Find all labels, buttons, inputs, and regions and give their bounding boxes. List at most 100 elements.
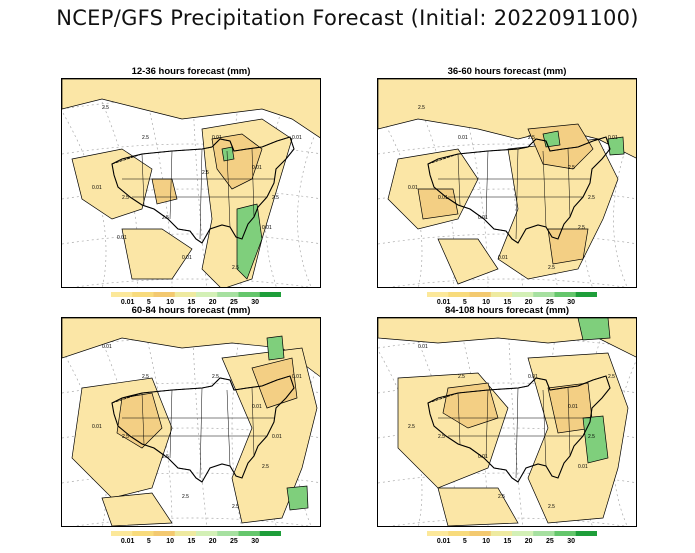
legend-swatch <box>533 531 555 536</box>
legend-label: 10 <box>482 299 491 306</box>
legend-label: 0.01 <box>436 538 451 545</box>
legend-label: 30 <box>251 538 260 545</box>
precipitation-legend: 0.01 5 10 15 20 25 30 <box>427 292 597 314</box>
contour-label: 0.01 <box>408 185 418 191</box>
page-title: NCEP/GFS Precipitation Forecast (Initial… <box>56 6 639 30</box>
legend-label: 15 <box>187 538 196 545</box>
legend-swatch <box>448 531 470 536</box>
meridian-line <box>297 121 320 287</box>
contour-label: 2.5 <box>262 464 269 470</box>
contour-label: 2.5 <box>578 225 585 231</box>
parallel-line <box>378 382 636 394</box>
precip-area-medium <box>547 228 589 265</box>
precip-area-medium <box>251 357 298 409</box>
legend-label: 20 <box>524 299 533 306</box>
precip-area-light <box>101 492 173 526</box>
forecast-panel-60-84: 60-84 hours forecast (mm) 0.01 0.01 2.5 0.0… <box>61 305 321 545</box>
legend-swatch <box>174 531 197 536</box>
forecast-panel-36-60: 36-60 hours forecast (mm) 2.5 0.01 0.01 2.5… <box>377 66 637 306</box>
legend-swatch <box>512 531 534 536</box>
panel-title: 60-84 hours forecast (mm) <box>131 305 251 316</box>
legend-bar <box>427 292 597 297</box>
contour-label: 2.5 <box>102 105 109 111</box>
legend-swatch <box>575 292 597 297</box>
meridian-line <box>613 121 636 287</box>
legend-swatch <box>196 531 218 536</box>
legend-swatch <box>512 292 534 297</box>
precip-area-heavy <box>577 318 611 341</box>
contour-label: 2.5 <box>162 454 169 460</box>
legend-bar <box>111 292 281 297</box>
state-line <box>199 148 203 240</box>
state-line <box>542 150 547 228</box>
contour-label: 2.5 <box>232 504 239 510</box>
parallel-line <box>62 188 320 200</box>
mexico-border <box>457 443 519 483</box>
parallel-line <box>73 278 311 287</box>
legend-label: 15 <box>503 538 512 545</box>
legend-label: 10 <box>482 538 491 545</box>
precip-area-medium <box>417 188 459 220</box>
legend-swatch <box>448 292 470 297</box>
parallel-line <box>62 427 320 439</box>
parallel-line <box>62 382 320 394</box>
legend-label: 15 <box>503 299 512 306</box>
legend-swatch <box>427 292 449 297</box>
parallel-line <box>378 143 636 155</box>
precipitation-map: 0.01 2.5 2.5 0.01 0.01 2.5 0.01 2.5 2.5 0.01 2.5 2.… <box>377 317 637 527</box>
parallel-line <box>378 427 636 439</box>
legend-label: 20 <box>208 299 217 306</box>
mexico-border <box>141 204 203 244</box>
contour-label: 0.01 <box>92 424 102 430</box>
state-line <box>251 387 255 457</box>
precip-area-medium <box>442 382 499 429</box>
legend-label: 10 <box>166 299 175 306</box>
legend-label: 25 <box>229 538 238 545</box>
precip-area-light <box>437 487 519 526</box>
legend-label: 5 <box>146 538 151 545</box>
contour-label: 2.5 <box>548 265 555 271</box>
legend-swatch <box>575 531 597 536</box>
precip-area-heavy <box>542 130 561 148</box>
state-line <box>515 148 519 240</box>
contour-label: 2.5 <box>272 195 279 201</box>
state-line <box>141 153 145 206</box>
contour-label: 2.5 <box>418 105 425 111</box>
legend-swatch <box>111 531 133 536</box>
contour-label: 2.5 <box>608 374 615 380</box>
legend-label: 20 <box>208 538 217 545</box>
precipitation-legend: 0.01 5 10 15 20 25 30 <box>427 531 597 553</box>
canada-border <box>111 375 291 404</box>
legend-swatch <box>469 292 492 297</box>
contour-label: 0.01 <box>102 344 112 350</box>
precip-area-heavy <box>582 415 609 464</box>
contour-label: 2.5 <box>232 265 239 271</box>
contour-label: 0.01 <box>568 404 578 410</box>
precip-area-light <box>497 138 619 280</box>
legend-swatch <box>490 531 513 536</box>
precip-area-light <box>121 228 193 280</box>
canada-border <box>111 136 291 165</box>
precip-area-heavy <box>236 203 263 280</box>
contour-label: 2.5 <box>142 135 149 141</box>
precipitation-map: 2.5 0.01 2.5 0.01 0.01 0.01 0.01 2.5 2.5 2.5 2.5 0.… <box>61 78 321 288</box>
map-svg: 2.5 0.01 0.01 2.5 2.5 0.01 2.5 0.01 2.5 0.01 2.5 0.… <box>378 79 636 287</box>
legend-swatch <box>132 292 154 297</box>
legend-label: 10 <box>166 538 175 545</box>
contour-label: 0.01 <box>252 404 262 410</box>
contour-label: 2.5 <box>162 215 169 221</box>
contour-label: 0.01 <box>578 464 588 470</box>
contour-label: 2.5 <box>438 434 445 440</box>
meridian-line <box>91 79 139 287</box>
state-line <box>515 387 519 479</box>
contour-label: 2.5 <box>548 504 555 510</box>
contour-label: 2.5 <box>202 170 209 176</box>
legend-label: 30 <box>567 538 576 545</box>
forecast-panel-12-36: 12-36 hours forecast (mm) 2.5 0.01 2.5 0.01… <box>61 66 321 306</box>
state-line <box>457 153 461 206</box>
legend-swatch <box>111 292 133 297</box>
parallel-line <box>73 517 311 526</box>
canada-border <box>427 375 607 404</box>
meridian-line <box>507 318 524 526</box>
contour-label: 0.01 <box>292 374 302 380</box>
